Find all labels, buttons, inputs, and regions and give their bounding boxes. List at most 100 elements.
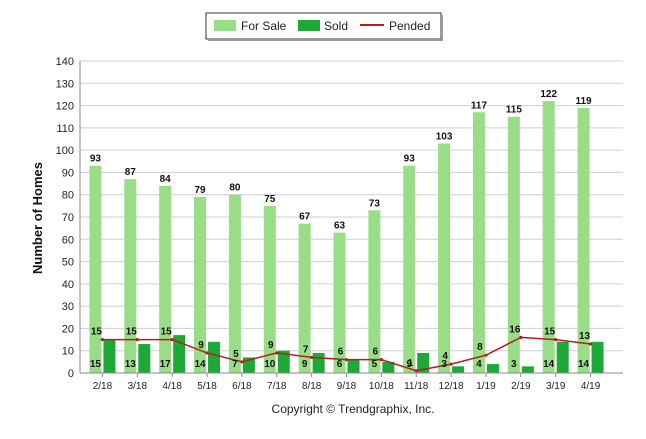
bar-for-sale xyxy=(577,107,590,374)
label-for-sale: 93 xyxy=(404,154,416,165)
bar-sold xyxy=(452,366,465,373)
bars xyxy=(89,101,604,374)
pended-point xyxy=(240,360,244,364)
x-tick-label: 3/19 xyxy=(546,381,566,392)
label-for-sale: 122 xyxy=(540,89,557,100)
pended-point xyxy=(554,337,558,342)
y-tick-label: 100 xyxy=(56,145,74,157)
label-pended: 15 xyxy=(544,327,556,338)
bar-for-sale xyxy=(333,232,346,373)
label-pended: 6 xyxy=(373,347,379,358)
y-tick-label: 20 xyxy=(62,323,74,335)
legend-shadow xyxy=(441,15,443,41)
bar-sold xyxy=(312,352,325,373)
bar-for-sale xyxy=(159,185,172,373)
label-sold: 13 xyxy=(125,359,137,370)
label-pended: 1 xyxy=(407,358,413,369)
label-for-sale: 93 xyxy=(90,154,102,165)
label-for-sale: 75 xyxy=(264,194,276,205)
label-sold: 6 xyxy=(337,359,343,370)
y-tick-label: 40 xyxy=(62,279,74,291)
legend: For Sale Sold Pended xyxy=(205,12,443,41)
bar-for-sale xyxy=(228,194,241,373)
label-pended: 13 xyxy=(579,331,591,342)
y-tick-label: 50 xyxy=(62,257,74,269)
x-tick-label: 5/18 xyxy=(197,381,217,392)
x-tick-label: 8/18 xyxy=(302,381,322,392)
pended-point xyxy=(484,353,488,357)
x-tick-label: 12/18 xyxy=(439,381,464,392)
bar-sold xyxy=(208,341,221,373)
pended-point xyxy=(588,342,593,346)
label-for-sale: 73 xyxy=(369,198,381,209)
label-for-sale: 117 xyxy=(471,100,488,111)
bar-for-sale xyxy=(194,196,207,373)
label-sold: 5 xyxy=(372,359,378,370)
copyright-footer: Copyright © Trendgraphix, Inc. xyxy=(272,402,435,416)
y-tick-label: 10 xyxy=(62,346,74,358)
label-for-sale: 115 xyxy=(506,105,523,116)
pended-point xyxy=(100,337,105,342)
label-sold: 15 xyxy=(90,359,102,370)
legend-box xyxy=(205,12,442,40)
label-pended: 15 xyxy=(161,327,173,338)
bar-for-sale xyxy=(124,179,137,373)
x-tick-label: 9/18 xyxy=(337,381,357,392)
label-pended: 9 xyxy=(198,340,204,351)
x-tick-label: 4/18 xyxy=(162,381,182,392)
label-pended: 9 xyxy=(268,340,274,351)
x-tick-label: 11/18 xyxy=(404,381,429,392)
x-tick-label: 2/18 xyxy=(93,381,113,392)
y-tick-label: 60 xyxy=(62,234,74,246)
x-tick-label: 6/18 xyxy=(232,381,252,392)
label-pended: 7 xyxy=(303,344,309,355)
label-for-sale: 87 xyxy=(125,167,137,178)
pended-point xyxy=(379,358,383,362)
legend-swatch-for-sale xyxy=(214,20,236,31)
pended-point xyxy=(205,351,209,355)
label-pended: 16 xyxy=(509,324,521,335)
legend-label-pended: Pended xyxy=(389,19,430,33)
pended-point xyxy=(275,351,279,355)
label-pended: 15 xyxy=(91,327,103,338)
bar-for-sale xyxy=(472,112,485,373)
x-tick-label: 7/18 xyxy=(267,381,287,392)
label-for-sale: 63 xyxy=(334,221,346,232)
label-sold: 9 xyxy=(406,359,412,370)
y-tick-label: 130 xyxy=(56,78,74,90)
y-tick-label: 30 xyxy=(62,301,74,313)
bar-sold xyxy=(556,341,569,373)
label-pended: 8 xyxy=(477,342,483,353)
bar-sold xyxy=(417,352,430,373)
label-sold: 3 xyxy=(441,359,447,370)
bar-sold xyxy=(103,339,116,373)
label-sold: 4 xyxy=(476,359,482,370)
pended-point xyxy=(170,337,174,342)
pended-point xyxy=(414,369,418,373)
bar-for-sale xyxy=(438,143,451,373)
legend-label-for-sale: For Sale xyxy=(241,19,287,33)
bar-for-sale xyxy=(542,101,555,373)
label-sold: 14 xyxy=(543,359,555,370)
label-sold: 14 xyxy=(578,359,590,370)
label-sold: 3 xyxy=(511,359,517,370)
y-tick-label: 110 xyxy=(56,123,74,135)
label-for-sale: 79 xyxy=(194,185,206,196)
label-sold: 14 xyxy=(194,359,206,370)
x-tick-label: 2/19 xyxy=(511,381,531,392)
y-axis-title: Number of Homes xyxy=(30,162,45,274)
label-for-sale: 80 xyxy=(229,183,241,194)
pended-point xyxy=(519,335,523,339)
bar-sold xyxy=(591,341,604,373)
bar-for-sale xyxy=(298,223,311,373)
y-tick-label: 140 xyxy=(56,56,74,68)
label-pended: 4 xyxy=(442,351,448,362)
legend-swatch-sold xyxy=(298,20,320,31)
label-pended: 5 xyxy=(233,349,239,360)
y-tick-label: 70 xyxy=(62,212,74,224)
y-tick-label: 0 xyxy=(68,368,74,380)
x-tick-label: 10/18 xyxy=(369,381,394,392)
